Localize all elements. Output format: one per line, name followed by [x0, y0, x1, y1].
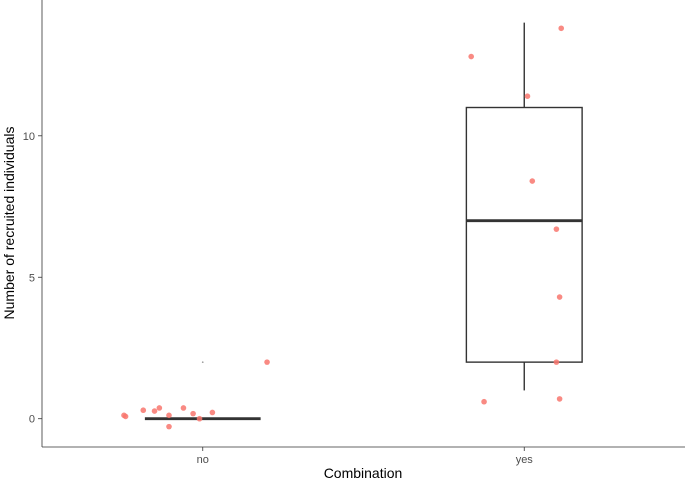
data-point	[556, 294, 563, 300]
box-yes	[465, 22, 583, 391]
y-axis-title: Number of recruited individuals	[1, 127, 17, 320]
data-point	[166, 412, 172, 419]
x-tick-label: yes	[516, 454, 534, 466]
data-point	[166, 423, 172, 430]
boxes	[144, 22, 583, 421]
x-axis-title: Combination	[324, 465, 403, 481]
data-point	[264, 359, 270, 365]
data-point	[553, 226, 560, 232]
data-point	[156, 405, 163, 411]
data-point	[481, 398, 487, 405]
data-point	[180, 405, 187, 411]
y-tick-label: 0	[29, 414, 35, 426]
data-point	[122, 413, 129, 420]
y-ticks: 0 5 10	[23, 131, 42, 426]
box-iqr	[465, 106, 583, 363]
data-point	[196, 415, 203, 422]
data-point	[209, 409, 216, 416]
data-point	[529, 178, 536, 184]
data-point	[190, 410, 196, 417]
data-point	[468, 53, 475, 60]
y-tick-label: 10	[23, 131, 35, 143]
data-point	[558, 25, 565, 32]
x-tick-label: no	[197, 454, 209, 466]
data-point	[556, 396, 563, 402]
data-point	[151, 408, 158, 414]
data-points	[121, 25, 565, 430]
y-tick-label: 5	[29, 272, 35, 284]
outlier-point	[201, 361, 204, 363]
data-point	[140, 407, 147, 414]
data-point	[553, 359, 560, 365]
x-ticks: no yes	[197, 447, 534, 466]
axes	[41, 0, 685, 448]
box-no	[144, 361, 261, 421]
data-point	[524, 93, 531, 99]
